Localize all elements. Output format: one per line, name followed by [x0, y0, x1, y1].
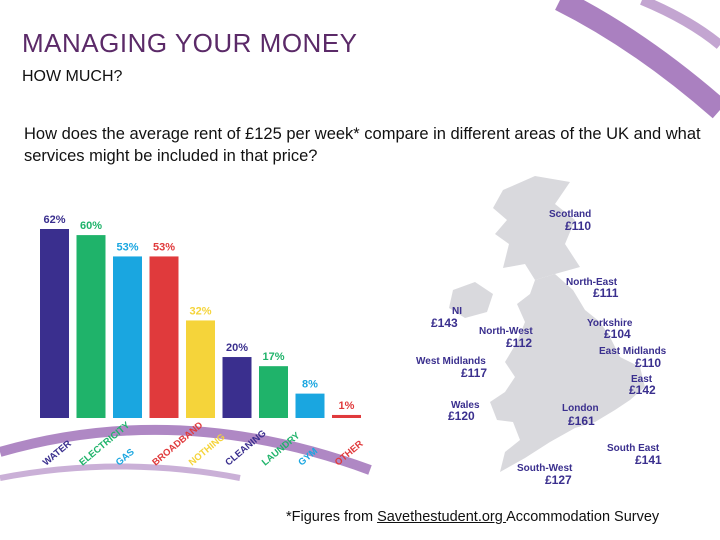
category-label-gym: GYM — [296, 446, 320, 468]
bar-electricity — [76, 235, 106, 418]
region-label-scotland: Scotland — [549, 209, 591, 220]
region-label-east: East — [631, 374, 653, 385]
region-label-south-west: South-West — [517, 463, 573, 474]
region-label-south-east: South East — [607, 443, 660, 454]
bar-nothing — [186, 320, 215, 418]
data-label-cleaning: 20% — [226, 342, 248, 354]
region-label-west-midlands: West Midlands — [416, 356, 486, 367]
data-label-water: 62% — [43, 214, 65, 226]
data-label-other: 1% — [339, 400, 355, 412]
source-footnote: *Figures from Savethestudent.org Accommo… — [286, 509, 659, 525]
bar-cleaning — [222, 357, 252, 418]
question-text: How does the average rent of £125 per we… — [24, 125, 701, 165]
map-land-scotland — [493, 176, 580, 280]
region-price-south-west: £127 — [545, 473, 572, 487]
map-land-northern-ireland — [449, 282, 493, 318]
region-label-yorkshire: Yorkshire — [587, 318, 633, 329]
bar-laundry — [259, 366, 288, 418]
data-label-electricity: 60% — [80, 220, 102, 232]
region-label-north-west: North-West — [479, 326, 533, 337]
region-price-london: £161 — [568, 414, 595, 428]
region-label-london: London — [562, 403, 599, 414]
region-price-east-midlands: £110 — [635, 356, 661, 370]
bar-gym — [295, 393, 325, 418]
region-price-north-west: £112 — [506, 336, 532, 350]
region-label-ni: NI — [452, 306, 462, 317]
footnote-prefix: *Figures from — [286, 509, 378, 525]
region-price-west-midlands: £117 — [461, 366, 487, 380]
bar-water — [40, 229, 69, 418]
region-price-south-east: £141 — [635, 453, 662, 467]
bar-broadband — [149, 256, 179, 418]
uk-rent-map: Scotland £110 North-East £111 NI £143 No… — [416, 176, 667, 487]
data-label-gym: 8% — [302, 379, 318, 391]
region-price-yorkshire: £104 — [604, 327, 631, 341]
region-label-north-east: North-East — [566, 277, 618, 288]
data-label-broadband: 53% — [153, 241, 175, 253]
region-price-east: £142 — [629, 383, 656, 397]
region-label-east-midlands: East Midlands — [599, 346, 667, 357]
data-label-nothing: 32% — [189, 305, 211, 317]
region-price-north-east: £111 — [593, 286, 619, 300]
region-price-wales: £120 — [448, 409, 475, 423]
region-label-wales: Wales — [451, 400, 480, 411]
data-label-gas: 53% — [116, 241, 138, 253]
data-label-laundry: 17% — [262, 351, 284, 363]
bar-other — [332, 414, 361, 418]
map-land-england-wales — [490, 274, 645, 472]
category-label-other: OTHER — [333, 438, 366, 468]
footnote-suffix: Accommodation Survey — [506, 509, 660, 525]
category-label-water: WATER — [41, 438, 74, 468]
category-label-gas: GAS — [114, 447, 137, 469]
region-price-ni: £143 — [431, 316, 458, 330]
region-price-scotland: £110 — [565, 219, 591, 233]
bar-gas — [113, 256, 142, 418]
savethestudent-link[interactable]: Savethestudent.org — [377, 509, 507, 525]
slide-subtitle: HOW MUCH? — [22, 68, 123, 85]
services-bar-chart: 62%WATER60%ELECTRICITY53%GAS53%BROADBAND… — [40, 214, 366, 469]
slide-title: MANAGING YOUR MONEY — [22, 28, 358, 58]
